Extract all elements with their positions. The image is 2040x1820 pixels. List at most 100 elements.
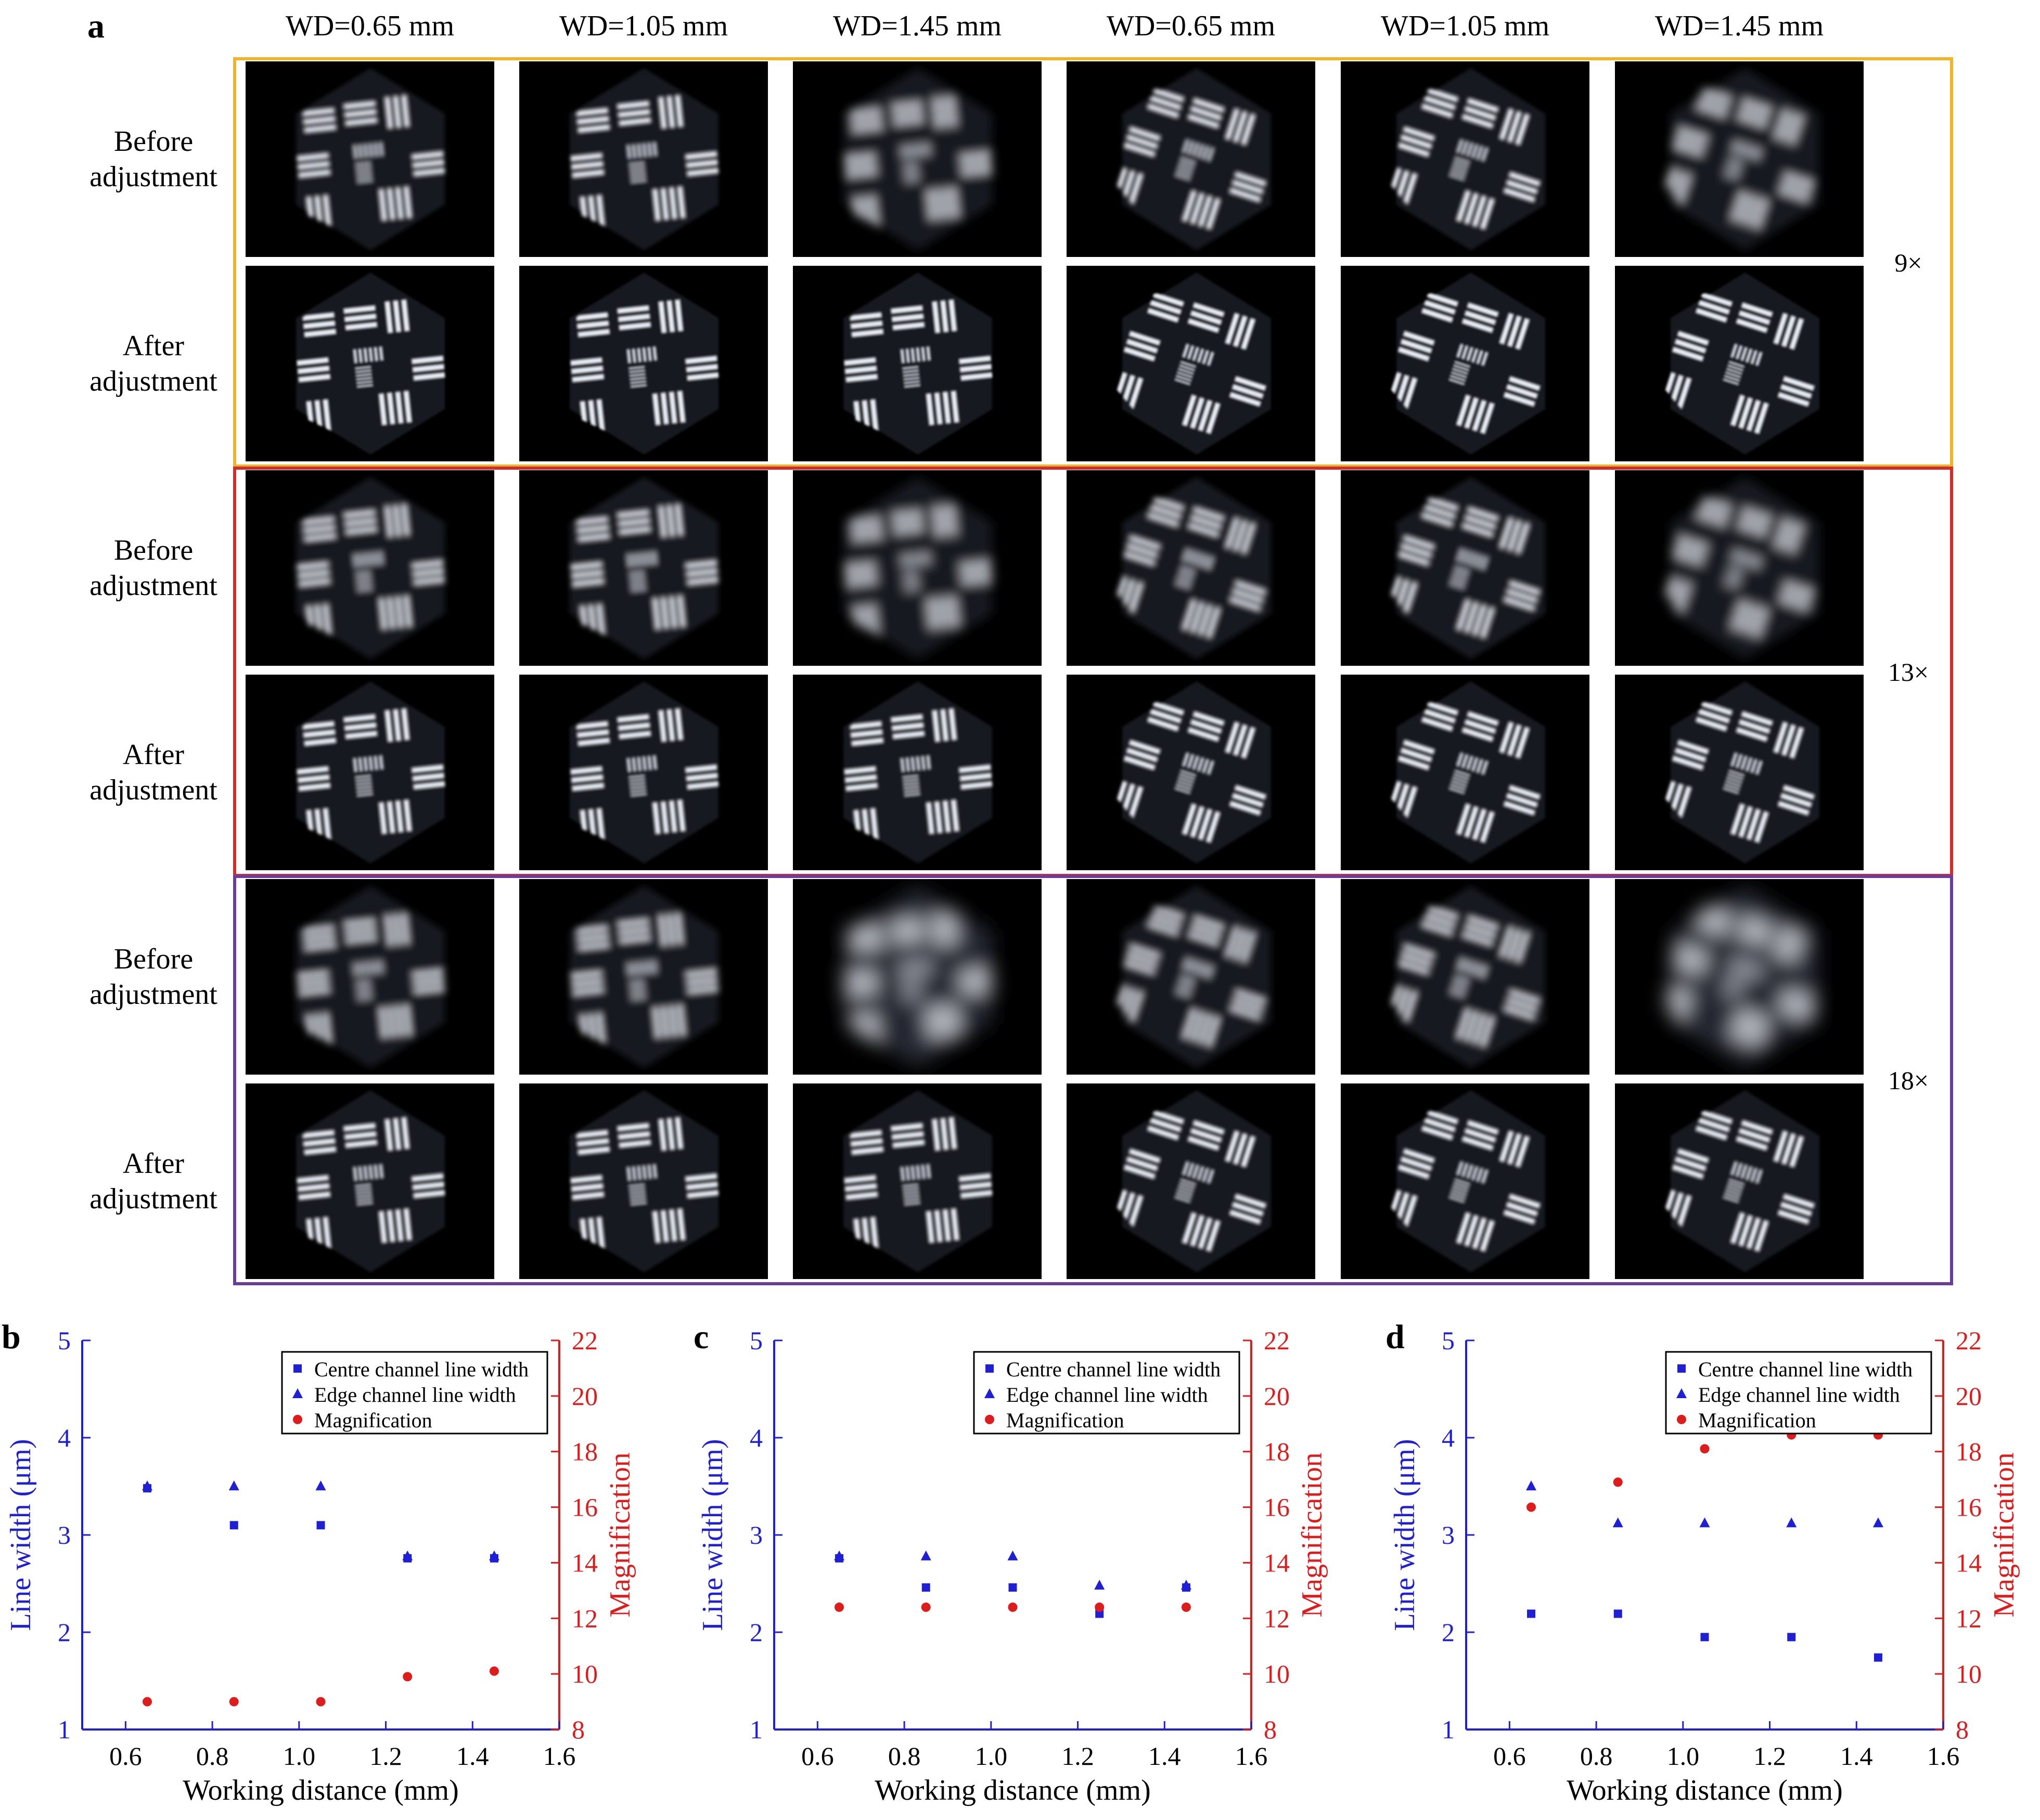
data-point (1181, 1602, 1191, 1612)
micrograph-image (246, 1083, 494, 1279)
data-point (1008, 1602, 1018, 1612)
y-right-axis-label: Magnification (604, 1452, 636, 1617)
panel-letter: d (1385, 1318, 1405, 1356)
micrograph-image (1615, 675, 1864, 870)
x-tick-label: 1.6 (543, 1741, 576, 1771)
data-point (920, 1550, 931, 1560)
y-left-tick-label: 2 (1442, 1618, 1455, 1647)
panel-letter: b (2, 1318, 21, 1356)
x-tick-label: 1.0 (283, 1741, 316, 1771)
data-point (1787, 1430, 1797, 1440)
data-point (1873, 1430, 1883, 1440)
data-point (143, 1484, 152, 1493)
y-right-tick-label: 12 (1264, 1604, 1290, 1633)
micrograph-image (1067, 1083, 1315, 1279)
micrograph-image (1615, 266, 1864, 461)
x-tick-label: 0.8 (888, 1741, 921, 1771)
column-header: WD=0.65 mm (1107, 10, 1275, 42)
magnification-label: 9× (1894, 248, 1922, 277)
micrograph-image (1067, 61, 1315, 257)
x-tick-label: 0.8 (1580, 1741, 1613, 1771)
micrograph-image (1341, 879, 1589, 1075)
series-2 (143, 1666, 499, 1707)
data-point (402, 1550, 413, 1560)
x-tick-label: 1.0 (1667, 1741, 1700, 1771)
y-right-tick-label: 8 (572, 1715, 585, 1744)
row-label: After adjustment (89, 1147, 217, 1215)
y-right-tick-label: 8 (1956, 1715, 1969, 1744)
micrograph-image (1341, 266, 1589, 461)
legend-marker (984, 1388, 995, 1398)
micrograph-image (1067, 266, 1315, 461)
series-1 (142, 1480, 499, 1560)
micrograph-image (519, 266, 768, 461)
data-point (834, 1550, 845, 1560)
y-right-tick-label: 14 (572, 1548, 598, 1577)
data-point (229, 1697, 239, 1707)
data-point (1527, 1609, 1536, 1618)
data-point (1526, 1480, 1537, 1491)
y-left-axis-label: Line width (μm) (5, 1439, 37, 1631)
micrograph-image (793, 675, 1042, 870)
x-tick-label: 1.6 (1927, 1741, 1960, 1771)
column-header: WD=0.65 mm (286, 10, 454, 42)
y-right-tick-label: 18 (1264, 1437, 1290, 1466)
y-left-tick-label: 5 (750, 1326, 763, 1355)
data-point (1095, 1609, 1104, 1618)
x-tick-label: 1.4 (1840, 1741, 1873, 1771)
micrograph-image (1067, 879, 1315, 1075)
data-point (1008, 1583, 1017, 1592)
y-right-tick-label: 14 (1264, 1548, 1290, 1577)
y-right-tick-label: 22 (1956, 1326, 1982, 1355)
data-point (1700, 1444, 1710, 1454)
micrograph-image (1615, 470, 1864, 666)
y-right-tick-label: 20 (1956, 1382, 1982, 1411)
micrograph-image (1615, 1083, 1864, 1279)
y-left-tick-label: 4 (750, 1423, 763, 1452)
magnification-label: 18× (1888, 1066, 1929, 1095)
column-header: WD=1.05 mm (1381, 10, 1549, 42)
micrograph-image (793, 470, 1042, 666)
series-1 (1526, 1480, 1883, 1528)
series-0 (143, 1484, 498, 1563)
data-point (1095, 1602, 1105, 1612)
x-tick-label: 1.2 (1061, 1741, 1094, 1771)
micrograph-image (519, 675, 768, 870)
y-left-tick-label: 4 (1442, 1423, 1455, 1452)
x-axis-label: Working distance (mm) (1567, 1774, 1842, 1806)
micrograph-image (519, 470, 768, 666)
legend-label: Edge channel line width (1006, 1383, 1208, 1406)
legend-label: Centre channel line width (1006, 1358, 1221, 1381)
data-point (1182, 1583, 1190, 1592)
data-point (316, 1521, 325, 1530)
data-point (316, 1697, 326, 1707)
magnification-group-box (233, 875, 1953, 1285)
y-left-axis-label: Line width (μm) (1389, 1439, 1421, 1631)
micrograph-image (519, 1083, 768, 1279)
row-label: Before adjustment (89, 534, 217, 602)
micrograph-image (246, 675, 494, 870)
y-right-tick-label: 12 (1956, 1604, 1982, 1633)
data-point (1181, 1579, 1191, 1590)
data-point (229, 1521, 238, 1530)
legend-box (1665, 1351, 1932, 1435)
x-tick-label: 1.2 (369, 1741, 402, 1771)
micrograph-image (1067, 470, 1315, 666)
legend-marker (1677, 1364, 1686, 1373)
data-point (921, 1602, 931, 1612)
y-right-tick-label: 22 (1264, 1326, 1290, 1355)
legend-label: Magnification (314, 1409, 432, 1432)
y-left-tick-label: 5 (58, 1326, 71, 1355)
y-left-tick-label: 5 (1442, 1326, 1455, 1355)
data-point (143, 1697, 152, 1707)
legend-marker (985, 1415, 994, 1424)
micrograph-image (246, 470, 494, 666)
data-point (1613, 1609, 1622, 1618)
x-tick-label: 0.6 (109, 1741, 142, 1771)
y-left-axis-label: Line width (μm) (697, 1439, 729, 1631)
series-2 (835, 1602, 1191, 1612)
y-left-tick-label: 1 (1442, 1715, 1455, 1744)
data-point (403, 1672, 413, 1682)
micrograph-image (793, 879, 1042, 1075)
data-point (1007, 1550, 1018, 1560)
